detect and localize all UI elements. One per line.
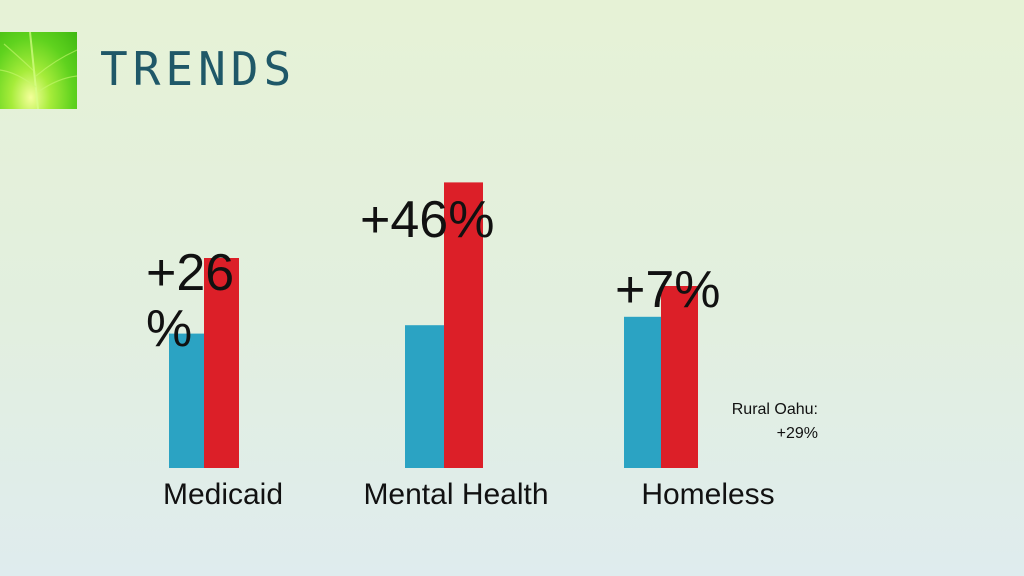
bar-mental-health-b [444,182,483,468]
bar-medicaid-b [204,258,239,468]
category-label-mental-health: Mental Health [363,478,548,511]
bar-homeless-b [661,286,698,468]
bar-medicaid-a [169,333,204,468]
bar-homeless-a [624,316,661,468]
category-label-homeless: Homeless [641,478,774,511]
footnote-line-1: Rural Oahu: [731,401,818,418]
data-label-medicaid-line-2: % [146,300,192,358]
footnote-line-2: +29% [776,425,818,442]
footnote: Rural Oahu: +29% [690,398,818,446]
leaf-veins [0,32,77,109]
slide-title: TRENDS [100,42,297,96]
category-label-medicaid: Medicaid [163,478,283,511]
data-label-mental-health: +46% [360,191,494,249]
leaf-image [0,32,77,109]
bar-mental-health-a [405,325,444,468]
data-label-homeless: +7% [615,261,721,319]
data-label-medicaid-line-1: +26 [146,244,234,302]
